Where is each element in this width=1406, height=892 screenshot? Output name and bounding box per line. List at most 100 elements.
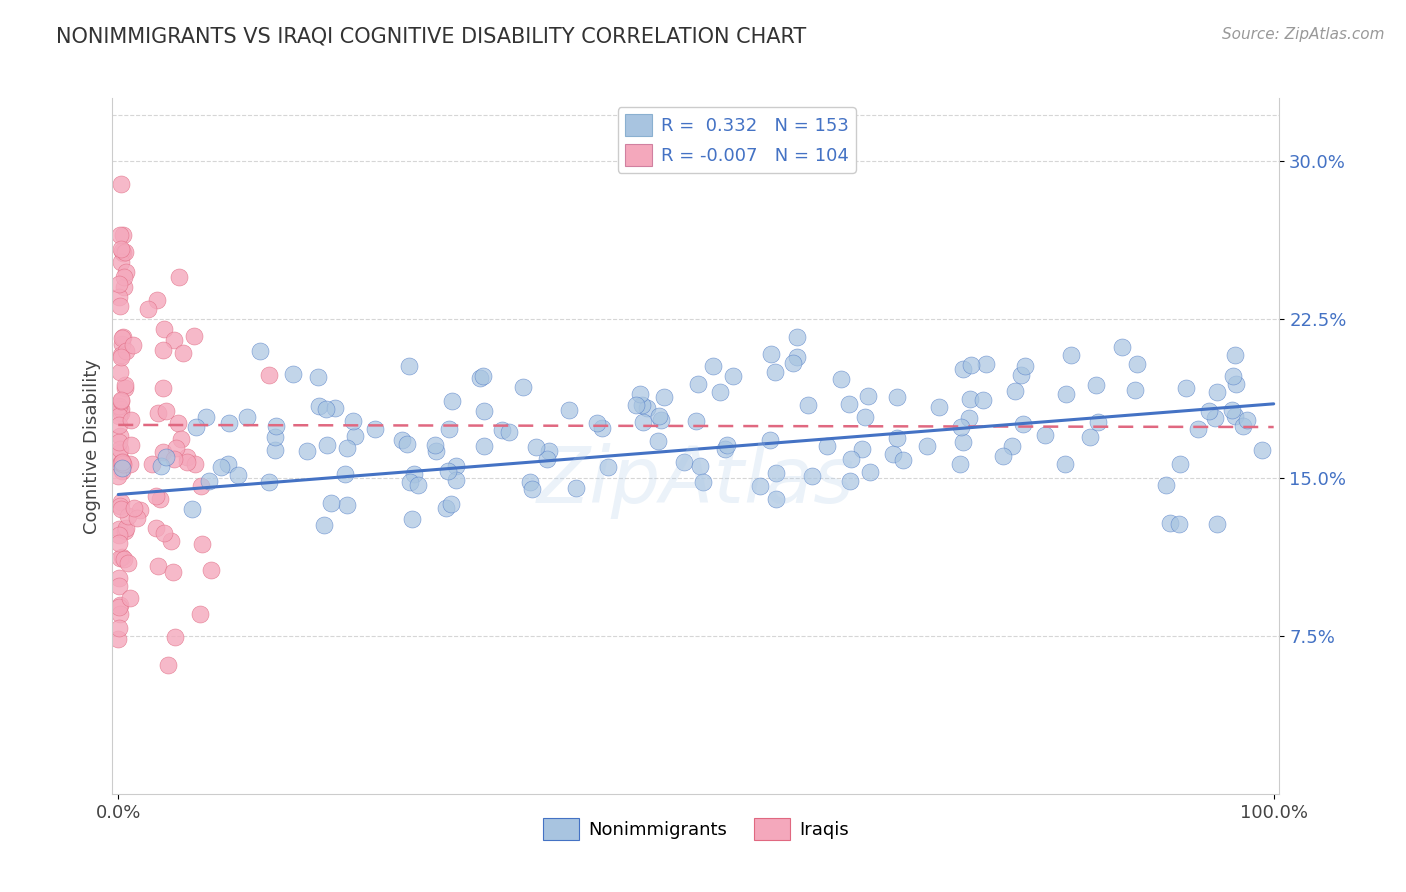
Point <box>183 457 205 471</box>
Point <box>586 416 609 430</box>
Point <box>117 556 139 570</box>
Point <box>110 598 132 612</box>
Point <box>333 467 356 482</box>
Point <box>991 449 1014 463</box>
Point <box>110 178 132 192</box>
Point <box>316 438 339 452</box>
Point <box>108 446 131 460</box>
Point <box>112 227 135 242</box>
Point <box>425 438 447 452</box>
Point <box>957 410 980 425</box>
Point <box>723 369 745 384</box>
Point <box>176 450 198 465</box>
Point <box>198 474 221 488</box>
Text: NONIMMIGRANTS VS IRAQI COGNITIVE DISABILITY CORRELATION CHART: NONIMMIGRANTS VS IRAQI COGNITIVE DISABIL… <box>56 27 807 46</box>
Point <box>110 502 132 516</box>
Point <box>1033 428 1056 442</box>
Point <box>110 401 132 416</box>
Legend: Nonimmigrants, Iraqis: Nonimmigrants, Iraqis <box>536 811 856 847</box>
Point <box>786 330 808 344</box>
Point <box>114 524 136 539</box>
Point <box>1204 410 1226 425</box>
Point <box>107 468 129 483</box>
Point <box>152 343 174 358</box>
Point <box>713 442 735 456</box>
Point <box>692 475 714 489</box>
Point <box>536 451 558 466</box>
Point <box>672 455 695 469</box>
Point <box>112 280 135 294</box>
Point <box>815 439 838 453</box>
Point <box>1087 415 1109 429</box>
Point <box>136 301 159 316</box>
Point <box>264 418 287 433</box>
Point <box>108 227 131 242</box>
Point <box>323 401 346 415</box>
Point <box>1159 516 1181 531</box>
Point <box>761 347 783 361</box>
Point <box>120 591 142 605</box>
Point <box>108 365 131 379</box>
Point <box>111 454 134 468</box>
Point <box>108 522 131 536</box>
Point <box>145 489 167 503</box>
Point <box>952 435 974 450</box>
Point <box>648 409 671 423</box>
Text: Source: ZipAtlas.com: Source: ZipAtlas.com <box>1222 27 1385 42</box>
Point <box>176 455 198 469</box>
Point <box>1154 477 1177 491</box>
Point <box>180 501 202 516</box>
Point <box>401 512 423 526</box>
Point <box>108 290 131 304</box>
Point <box>257 368 280 382</box>
Point <box>1236 413 1258 427</box>
Point <box>112 270 135 285</box>
Point <box>162 565 184 579</box>
Point <box>1175 381 1198 395</box>
Point <box>797 398 820 412</box>
Point <box>321 496 343 510</box>
Point <box>558 402 581 417</box>
Point <box>110 299 132 313</box>
Point <box>398 359 420 373</box>
Point <box>111 550 134 565</box>
Point <box>856 388 879 402</box>
Point <box>891 453 914 467</box>
Point <box>491 423 513 437</box>
Point <box>444 473 467 487</box>
Point <box>1223 348 1246 362</box>
Point <box>838 474 860 488</box>
Point <box>125 510 148 524</box>
Point <box>519 475 541 489</box>
Point <box>685 414 707 428</box>
Point <box>470 371 492 385</box>
Point <box>882 447 904 461</box>
Point <box>111 464 134 478</box>
Point <box>974 357 997 371</box>
Point <box>1222 368 1244 383</box>
Point <box>145 521 167 535</box>
Point <box>522 482 544 496</box>
Point <box>264 443 287 458</box>
Point <box>152 526 174 541</box>
Point <box>108 528 131 542</box>
Point <box>107 434 129 449</box>
Point <box>628 387 651 401</box>
Point <box>114 521 136 535</box>
Point <box>1205 385 1227 400</box>
Point <box>472 439 495 453</box>
Point <box>108 621 131 635</box>
Point <box>257 475 280 490</box>
Point <box>108 607 131 622</box>
Point <box>437 422 460 436</box>
Point <box>165 441 187 455</box>
Point <box>765 466 787 480</box>
Point <box>759 433 782 447</box>
Point <box>110 442 132 456</box>
Point <box>631 415 654 429</box>
Point <box>1012 417 1035 431</box>
Point <box>1010 368 1032 382</box>
Y-axis label: Cognitive Disability: Cognitive Disability <box>83 359 101 533</box>
Point <box>264 430 287 444</box>
Point <box>471 368 494 383</box>
